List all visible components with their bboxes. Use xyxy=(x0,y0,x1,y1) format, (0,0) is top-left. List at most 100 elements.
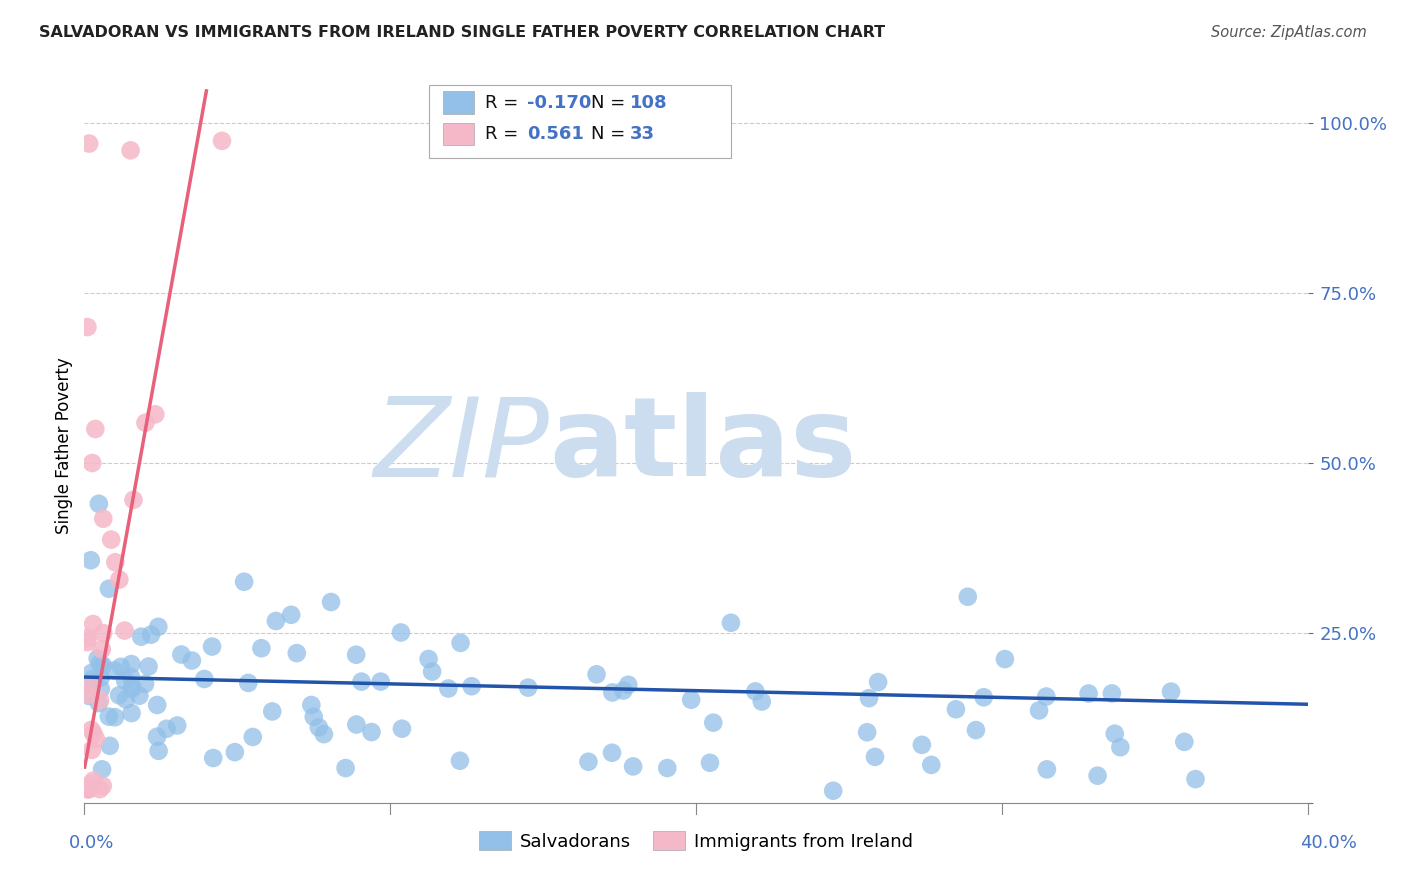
Point xyxy=(211,134,233,148)
Point xyxy=(90,682,112,697)
Point xyxy=(79,678,101,692)
Point xyxy=(91,511,114,525)
Point xyxy=(350,674,373,689)
Point xyxy=(450,636,472,650)
Point xyxy=(973,690,995,705)
Point xyxy=(80,553,103,567)
Point xyxy=(80,665,103,680)
Text: N =: N = xyxy=(591,94,630,112)
Point xyxy=(657,761,679,775)
Point xyxy=(302,710,325,724)
Point xyxy=(600,746,623,760)
Text: 0.0%: 0.0% xyxy=(69,834,114,852)
Point xyxy=(1035,690,1057,704)
Point xyxy=(585,667,607,681)
Point xyxy=(1101,686,1123,700)
Point xyxy=(621,759,644,773)
Point xyxy=(82,617,104,632)
Text: 108: 108 xyxy=(630,94,668,112)
Point xyxy=(146,698,169,712)
Text: 33: 33 xyxy=(630,125,655,143)
Point xyxy=(90,671,112,685)
Point xyxy=(134,416,156,430)
Point xyxy=(193,672,215,686)
Point xyxy=(128,689,150,703)
Point xyxy=(108,688,131,702)
Point xyxy=(76,782,98,797)
Point xyxy=(238,676,260,690)
Point xyxy=(437,681,460,696)
Point xyxy=(751,694,773,708)
Point xyxy=(84,731,107,746)
Point xyxy=(308,720,330,734)
Point xyxy=(370,674,392,689)
Legend: Salvadorans, Immigrants from Ireland: Salvadorans, Immigrants from Ireland xyxy=(471,824,921,858)
Point xyxy=(91,658,114,673)
Point xyxy=(134,677,156,691)
Point xyxy=(115,692,138,706)
Point xyxy=(720,615,742,630)
Point xyxy=(79,777,101,791)
Point xyxy=(82,456,104,470)
Point xyxy=(920,758,942,772)
Point xyxy=(108,573,131,587)
Point xyxy=(956,590,979,604)
Point xyxy=(138,659,160,673)
Point xyxy=(911,738,934,752)
Point xyxy=(121,681,143,696)
Point xyxy=(180,653,202,667)
Text: R =: R = xyxy=(485,125,524,143)
Point xyxy=(86,651,108,665)
Point xyxy=(120,670,142,684)
Point xyxy=(80,723,103,737)
Point xyxy=(299,698,322,712)
Point xyxy=(1036,763,1059,777)
Point xyxy=(945,702,967,716)
Point xyxy=(91,626,114,640)
Point xyxy=(360,725,382,739)
Point xyxy=(97,709,120,723)
Text: 40.0%: 40.0% xyxy=(1301,834,1357,852)
Text: N =: N = xyxy=(591,125,630,143)
Point xyxy=(602,685,624,699)
Point xyxy=(87,497,110,511)
Point xyxy=(77,689,100,703)
Point xyxy=(89,657,111,671)
Point xyxy=(1087,769,1109,783)
Point xyxy=(460,679,482,693)
Point xyxy=(114,624,136,638)
Point xyxy=(285,646,308,660)
Point xyxy=(858,691,880,706)
Point xyxy=(420,665,443,679)
Point xyxy=(202,751,225,765)
Point xyxy=(84,422,107,436)
Point xyxy=(120,657,142,671)
Point xyxy=(250,641,273,656)
Point xyxy=(89,693,111,707)
Text: Source: ZipAtlas.com: Source: ZipAtlas.com xyxy=(1211,25,1367,40)
Point xyxy=(76,635,98,649)
Point xyxy=(121,706,143,720)
Point xyxy=(143,407,166,421)
Point xyxy=(76,631,98,645)
Point xyxy=(389,625,412,640)
Point xyxy=(280,607,302,622)
Point xyxy=(681,692,703,706)
Point xyxy=(242,730,264,744)
Point xyxy=(418,652,440,666)
Text: R =: R = xyxy=(485,94,524,112)
Point xyxy=(82,726,104,740)
Point xyxy=(148,620,170,634)
Point xyxy=(391,722,413,736)
Point xyxy=(449,754,471,768)
Point xyxy=(576,755,599,769)
Text: 0.561: 0.561 xyxy=(527,125,583,143)
Text: atlas: atlas xyxy=(550,392,856,500)
Point xyxy=(155,722,177,736)
Point xyxy=(121,681,143,695)
Point xyxy=(994,652,1017,666)
Point xyxy=(146,730,169,744)
Text: ZIP: ZIP xyxy=(374,392,550,500)
Point xyxy=(80,743,103,757)
Text: SALVADORAN VS IMMIGRANTS FROM IRELAND SINGLE FATHER POVERTY CORRELATION CHART: SALVADORAN VS IMMIGRANTS FROM IRELAND SI… xyxy=(39,25,886,40)
